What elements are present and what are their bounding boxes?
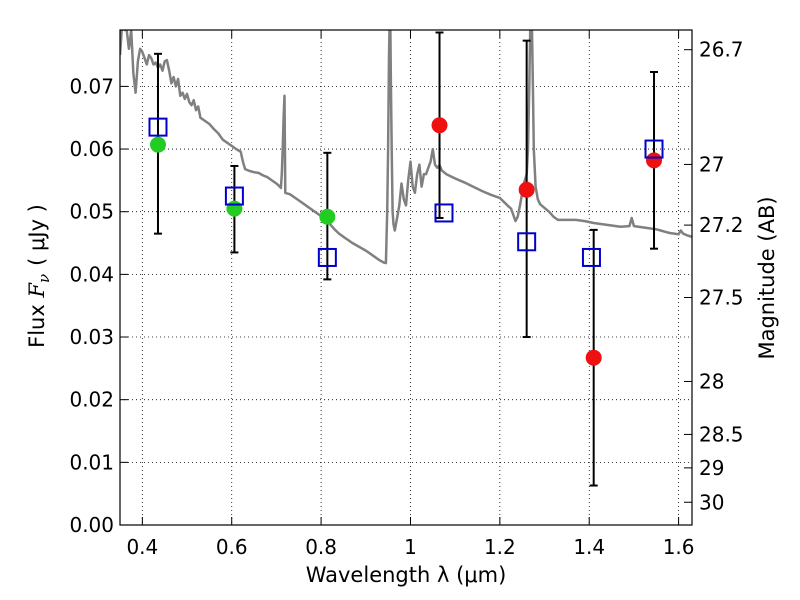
magnitude-tick-label: 28 (699, 369, 724, 393)
x-tick-label: 1 (404, 535, 417, 559)
observed-points (149, 117, 663, 366)
model-photometry-point (224, 186, 244, 206)
y-tick-label: 0.03 (69, 325, 114, 349)
y2-axis-label: Magnitude (AB) (755, 196, 779, 359)
model-photometry-point (148, 117, 168, 137)
x-tick-label: 1.4 (573, 535, 605, 559)
model-photometry-point (644, 139, 664, 159)
x-axis-ticks: 0.4 0.6 0.8 1 1.2 1.4 1.6 (126, 30, 695, 559)
observed-point (585, 349, 602, 366)
magnitude-tick-label: 28.5 (699, 422, 744, 446)
magnitude-axis-ticks: 26.7 27 27.2 27.5 28 28.5 29 30 (684, 38, 744, 514)
y-axis-label-symbol: F (25, 282, 49, 299)
y-tick-label: 0.06 (69, 137, 114, 161)
observed-point (319, 208, 336, 225)
plot-frame (119, 29, 693, 526)
magnitude-tick-label: 26.7 (699, 38, 744, 62)
x-tick-label: 0.4 (126, 535, 158, 559)
magnitude-tick-label: 27.5 (699, 286, 744, 310)
model-photometry-point (517, 232, 537, 252)
x-axis-label: Wavelength λ (μm) (306, 563, 507, 587)
observed-point (646, 152, 663, 169)
magnitude-tick-label: 30 (699, 490, 724, 514)
observed-point (226, 200, 243, 217)
observed-point (431, 117, 448, 134)
x-tick-label: 1.2 (484, 535, 516, 559)
model-photometry-point (317, 247, 337, 267)
model-spectrum-line (120, 30, 692, 265)
model-spectrum (120, 30, 692, 265)
y-tick-label: 0.00 (69, 513, 114, 537)
x-tick-label: 0.8 (305, 535, 337, 559)
y-tick-label: 0.07 (69, 74, 114, 98)
y-axis-label-subscript: ν (35, 274, 53, 283)
magnitude-tick-label: 29 (699, 456, 724, 480)
magnitude-tick-label: 27.2 (699, 213, 744, 237)
model-photometry-point (434, 203, 454, 223)
y-tick-label: 0.01 (69, 450, 114, 474)
y-axis-label: Flux Fν ( μJy ) (25, 204, 53, 348)
y-tick-label: 0.05 (69, 200, 114, 224)
model-photometry (148, 117, 664, 267)
magnitude-tick-label: 27 (699, 152, 724, 176)
model-photometry-point (581, 247, 601, 267)
grid-lines (120, 30, 692, 526)
y-tick-label: 0.04 (69, 262, 114, 286)
x-tick-label: 0.6 (216, 535, 248, 559)
observed-point (518, 181, 535, 198)
y-axis-label-unit: ( μJy ) (25, 204, 49, 266)
y-axis-ticks: 0.00 0.01 0.02 0.03 0.04 0.05 0.06 0.07 (69, 74, 128, 537)
x-tick-label: 1.6 (663, 535, 695, 559)
observed-point (149, 136, 166, 153)
y-tick-label: 0.02 (69, 388, 114, 412)
y-axis-label-prefix: Flux (25, 298, 49, 348)
